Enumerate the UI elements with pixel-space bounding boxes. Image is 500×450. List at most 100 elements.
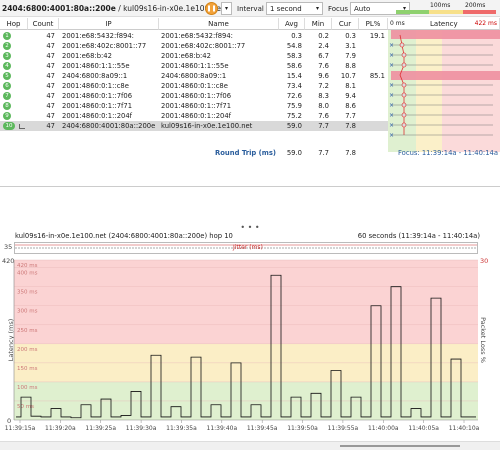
latency-mini-graph: × × × × × × × × × xyxy=(388,30,500,152)
header-name[interactable]: Name xyxy=(159,18,279,30)
chevron-down-icon: ▾ xyxy=(402,5,406,12)
focus-range: Focus: 11:39:14a - 11:40:14a xyxy=(398,149,499,157)
pl-cell xyxy=(359,121,385,131)
interval-label: Interval xyxy=(237,5,264,13)
name-cell: 2001:4860:0:1::7f71 xyxy=(161,102,232,110)
scroll-thumb[interactable] xyxy=(340,445,460,447)
svg-text:×: × xyxy=(389,42,394,49)
name-cell: 2001:e68:5432:f894: xyxy=(161,32,233,40)
table-row-selected[interactable]: 10 47 2404:6800:4001:80a::200e kul09s16-… xyxy=(0,121,500,131)
x-tick-label: 11:39:20a xyxy=(45,425,76,432)
latency-scale-bar xyxy=(396,10,496,14)
table-row[interactable]: 4 47 2001:4860:1:1::55e 2001:4860:1:1::5… xyxy=(0,61,388,71)
y2-max-label: 30 xyxy=(480,257,489,265)
jitter-max-label: 35 xyxy=(4,243,13,251)
x-tick-label: 11:39:40a xyxy=(207,425,238,432)
header-min[interactable]: Min xyxy=(305,18,332,30)
target-title: 2404:6800:4001:80a::200e / kul09s16-in-x… xyxy=(2,4,224,13)
min-cell: 7.6 xyxy=(318,112,329,120)
table-row[interactable]: 9 47 2001:4860:0:1::204f 2001:4860:0:1::… xyxy=(0,111,388,121)
cur-cell: 8.1 xyxy=(345,82,356,90)
count-cell: 47 xyxy=(46,122,55,130)
cur-cell: 7.9 xyxy=(345,52,356,60)
header-avg[interactable]: Avg xyxy=(279,18,305,30)
avg-cell: 58.3 xyxy=(286,52,302,60)
zone-label: 420 ms xyxy=(17,263,38,269)
table-row[interactable]: 1 47 2001:e68:5432:f894: 2001:e68:5432:f… xyxy=(0,31,388,41)
name-cell: 2001:4860:0:1::c8e xyxy=(161,82,228,90)
avg-cell: 15.4 xyxy=(286,72,302,80)
x-tick-label: 11:39:55a xyxy=(328,425,359,432)
min-cell: 7.6 xyxy=(318,62,329,70)
pl-cell xyxy=(359,91,385,101)
x-tick-label: 11:40:05a xyxy=(408,425,439,432)
pl-cell xyxy=(359,81,385,91)
round-trip-summary: Round Trip (ms) 59.0 7.7 7.8 Focus: 11:3… xyxy=(0,148,500,158)
avg-cell: 73.4 xyxy=(286,82,302,90)
toolbar: 2404:6800:4001:80a::200e / kul09s16-in-x… xyxy=(0,0,500,17)
count-cell: 47 xyxy=(46,52,55,60)
min-cell: 7.7 xyxy=(318,122,329,130)
avg-cell: 75.9 xyxy=(286,102,302,110)
chevron-down-icon[interactable]: ▾ xyxy=(221,2,232,15)
ip-cell: 2404:6800:8a09::1 xyxy=(62,72,128,80)
table-row[interactable]: 7 47 2001:4860:0:1::7f06 2001:4860:0:1::… xyxy=(0,91,388,101)
ip-cell: 2001:e68:402c:8001::77 xyxy=(62,42,147,50)
table-row[interactable]: 8 47 2001:4860:0:1::7f71 2001:4860:0:1::… xyxy=(0,101,388,111)
x-tick-label: 11:40:10a xyxy=(449,425,480,432)
hop-number: 3 xyxy=(3,52,11,60)
min-cell: 7.2 xyxy=(318,82,329,90)
latency-header-label: Latency xyxy=(430,20,458,28)
header-count[interactable]: Count xyxy=(28,18,59,30)
table-row[interactable]: 5 47 2404:6800:8a09::1 2404:6800:8a09::1… xyxy=(0,71,388,81)
table-row[interactable]: 3 47 2001:e68:b:42 2001:e68:b:42 58.3 6.… xyxy=(0,51,388,61)
splitter-handle[interactable]: • • • xyxy=(240,223,260,232)
header-cur[interactable]: Cur xyxy=(332,18,359,30)
latency-min-label: 0 ms xyxy=(390,20,405,27)
hop-number: 4 xyxy=(3,62,11,70)
pl-cell xyxy=(359,51,385,61)
ip-cell: 2001:4860:1:1::55e xyxy=(62,62,130,70)
header-latency[interactable]: 0 ms Latency 422 ms xyxy=(388,18,500,30)
ip-cell: 2001:4860:0:1::7f71 xyxy=(62,102,133,110)
pause-icon[interactable]: ❚❚ xyxy=(205,2,218,15)
header-pl[interactable]: PL% xyxy=(359,18,388,30)
trace-grid: Hop Count IP Name Avg Min Cur PL% 0 ms L… xyxy=(0,18,500,187)
horizontal-scrollbar[interactable] xyxy=(0,441,500,450)
svg-text:×: × xyxy=(389,102,394,109)
header-ip[interactable]: IP xyxy=(59,18,159,30)
latency-chart: 420 ms 400 ms 350 ms 300 ms 250 ms 200 ms 150 … xyxy=(5,259,480,432)
round-trip-min: 7.7 xyxy=(318,149,329,157)
svg-text:×: × xyxy=(389,82,394,89)
name-cell: 2001:e68:402c:8001::77 xyxy=(161,42,246,50)
ip-cell: 2001:e68:b:42 xyxy=(62,52,112,60)
zone-label: 200 ms xyxy=(17,347,38,353)
ip-cell: 2001:4860:0:1::7f06 xyxy=(62,92,133,100)
pl-cell: 19.1 xyxy=(369,32,385,40)
name-cell: 2404:6800:8a09::1 xyxy=(161,72,227,80)
avg-cell: 75.2 xyxy=(286,112,302,120)
hop-number: 5 xyxy=(3,72,11,80)
hop-number: 9 xyxy=(3,112,11,120)
avg-cell: 54.8 xyxy=(286,42,302,50)
x-tick-label: 11:39:15a xyxy=(5,425,36,432)
pl-cell: 85.1 xyxy=(369,72,385,80)
chart-range: 60 seconds (11:39:14a - 11:40:14a) xyxy=(357,232,480,240)
header-hop[interactable]: Hop xyxy=(0,18,28,30)
pl-cell xyxy=(359,101,385,111)
scale-100-label: 100ms xyxy=(430,2,451,9)
latency-series-line xyxy=(16,274,476,419)
round-trip-avg: 59.0 xyxy=(286,149,302,157)
focus-select[interactable]: Auto ▾ xyxy=(350,2,410,15)
interval-select[interactable]: 1 second ▾ xyxy=(266,2,323,15)
zone-label: 150 ms xyxy=(17,366,38,372)
hop-number: 7 xyxy=(3,92,11,100)
table-row[interactable]: 6 47 2001:4860:0:1::c8e 2001:4860:0:1::c… xyxy=(0,81,388,91)
x-tick-label: 11:39:35a xyxy=(166,425,197,432)
count-cell: 47 xyxy=(46,112,55,120)
min-cell: 8.3 xyxy=(318,92,329,100)
bar-chart-icon xyxy=(19,124,25,129)
table-row[interactable]: 2 47 2001:e68:402c:8001::77 2001:e68:402… xyxy=(0,41,388,51)
count-cell: 47 xyxy=(46,42,55,50)
min-cell: 0.2 xyxy=(318,32,329,40)
